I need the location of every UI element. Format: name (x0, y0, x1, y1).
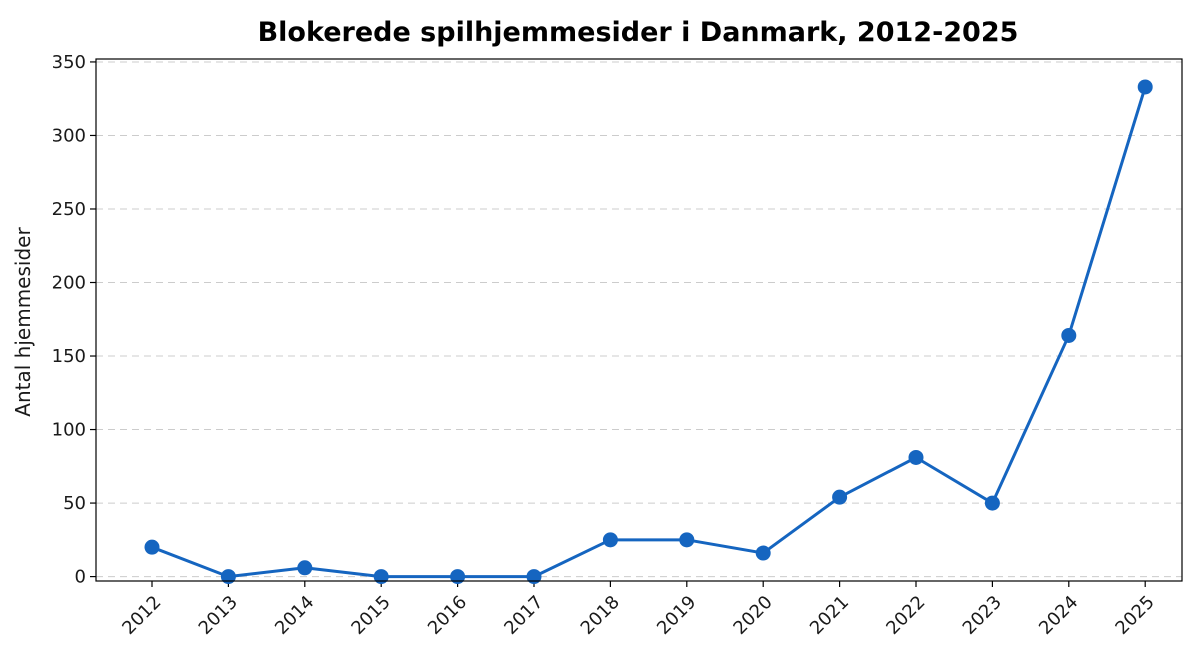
y-tick-label: 250 (52, 199, 86, 220)
x-tick-label: 2012 (118, 592, 165, 639)
data-point-2021 (832, 489, 848, 505)
data-point-2014 (297, 560, 313, 576)
data-point-2022 (908, 449, 924, 465)
x-tick-label: 2020 (729, 592, 776, 639)
x-tick-label: 2022 (882, 592, 929, 639)
data-point-2020 (755, 545, 771, 561)
x-tick-label: 2014 (271, 592, 318, 639)
x-tick-label: 2018 (577, 592, 624, 639)
data-point-2012 (144, 539, 160, 555)
data-point-2017 (526, 569, 542, 585)
data-point-2016 (450, 569, 466, 585)
x-tick-label: 2024 (1035, 592, 1082, 639)
y-tick-label: 0 (75, 567, 86, 588)
grid-lines (96, 61, 1182, 578)
series-layer (144, 79, 1153, 585)
x-tick-label: 2025 (1111, 592, 1158, 639)
data-point-2018 (602, 532, 618, 548)
y-tick-label: 200 (52, 273, 86, 294)
data-point-2025 (1137, 79, 1153, 95)
x-tick-label: 2023 (959, 592, 1006, 639)
y-tick-label: 150 (52, 346, 86, 367)
data-point-2019 (679, 532, 695, 548)
x-tick-label: 2021 (806, 592, 853, 639)
x-tick-label: 2016 (424, 592, 471, 639)
y-tick-label: 100 (52, 420, 86, 441)
data-point-2015 (373, 569, 389, 585)
series-line (151, 86, 1147, 579)
y-axis-label: Antal hjemmesider (11, 227, 35, 417)
data-point-2024 (1061, 327, 1077, 343)
plot-frame (95, 58, 1183, 582)
axes: 0 50 100 150 200 250 300 350 2012 2013 2014 2015 201… (52, 52, 1159, 639)
y-tick-label: 300 (52, 125, 86, 146)
y-tick-label: 50 (63, 493, 86, 514)
chart-title: Blokerede spilhjemmesider i Danmark, 201… (258, 17, 1019, 48)
data-point-2013 (220, 569, 236, 585)
x-tick-label: 2015 (347, 592, 394, 639)
x-tick-label: 2013 (195, 592, 242, 639)
x-tick-label: 2017 (500, 592, 547, 639)
data-point-2023 (984, 495, 1000, 511)
x-tick-label: 2019 (653, 592, 700, 639)
y-tick-label: 350 (52, 52, 86, 73)
